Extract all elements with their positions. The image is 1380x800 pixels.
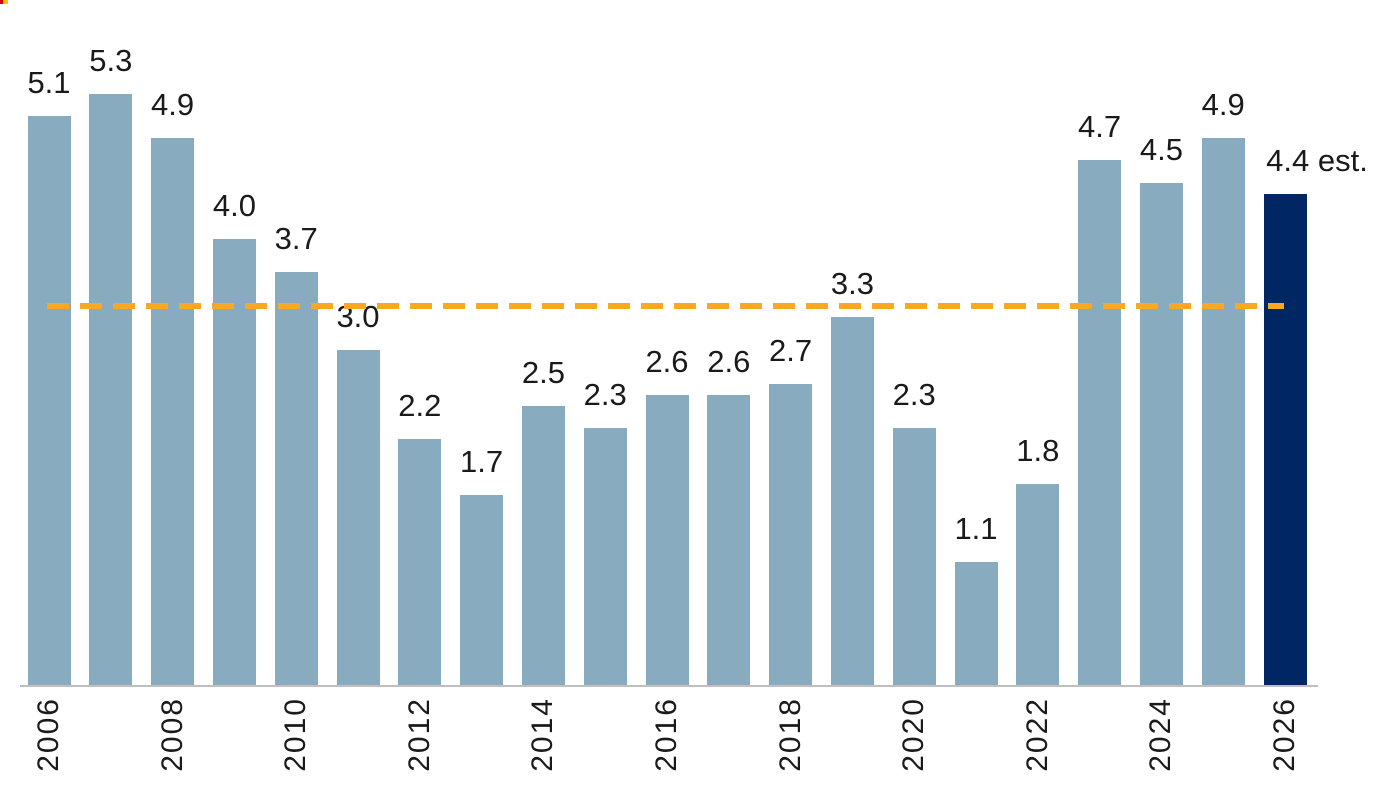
bar-value-label-2014: 2.5	[521, 355, 565, 390]
bar-value-label-2008: 4.9	[151, 87, 195, 122]
bar-value-label-2021: 1.1	[954, 511, 998, 546]
x-axis-label-2006: 2006	[32, 697, 65, 772]
x-axis-label-2008: 2008	[155, 697, 189, 772]
x-axis-label-2024: 2024	[1144, 697, 1178, 772]
x-axis-label-2010: 2010	[279, 697, 313, 772]
bar-2013	[460, 495, 504, 685]
bar-value-label-2012: 2.2	[398, 388, 442, 423]
bar-value-label-2026: 4.4 est.	[1266, 143, 1368, 178]
bar-2020	[892, 428, 936, 685]
bar-value-label-2010: 3.7	[274, 221, 318, 256]
bar-2023	[1078, 160, 1122, 685]
bar-value-label-2019: 3.3	[830, 266, 874, 301]
bar-value-label-2020: 2.3	[892, 377, 936, 412]
x-axis-label-2022: 2022	[1020, 697, 1054, 772]
bar-2022	[1016, 484, 1060, 685]
bar-2017	[707, 395, 751, 685]
bar-2009	[212, 239, 256, 685]
x-axis-line	[20, 685, 1318, 687]
bar-2026	[1263, 194, 1307, 685]
bar-value-label-2009: 4.0	[212, 188, 256, 223]
bar-2016	[645, 395, 689, 685]
bar-2006	[27, 116, 71, 685]
bar-value-label-2016: 2.6	[645, 344, 689, 379]
bar-2025	[1201, 138, 1245, 685]
x-axis-label-2018: 2018	[773, 697, 807, 772]
bar-value-label-2018: 2.7	[769, 333, 813, 368]
bar-value-label-2007: 5.3	[89, 43, 133, 78]
bar-2008	[151, 138, 195, 685]
logo-fragment-yellow	[3, 0, 8, 4]
x-axis-label-2014: 2014	[526, 697, 560, 772]
bar-value-label-2017: 2.6	[707, 344, 751, 379]
bar-2007	[89, 94, 133, 685]
bar-value-label-2024: 4.5	[1139, 132, 1183, 167]
bar-2011	[336, 350, 380, 685]
x-axis-label-2012: 2012	[402, 697, 436, 772]
bar-2019	[830, 317, 874, 685]
bar-2018	[769, 384, 813, 685]
bar-value-label-2013: 1.7	[460, 444, 504, 479]
bar-value-label-2023: 4.7	[1078, 109, 1122, 144]
x-axis-label-2020: 2020	[897, 697, 931, 772]
bar-value-label-2025: 4.9	[1201, 87, 1245, 122]
bar-value-label-2022: 1.8	[1016, 433, 1060, 468]
bar-2010	[274, 272, 318, 685]
logo-fragment-red	[0, 0, 3, 4]
logo-fragment	[0, 0, 8, 4]
bar-2021	[954, 562, 998, 685]
bar-2012	[398, 439, 442, 685]
x-axis-label-2016: 2016	[650, 697, 683, 772]
bar-2024	[1139, 183, 1183, 685]
bar-value-label-2006: 5.1	[27, 65, 71, 100]
x-axis-label-2026: 2026	[1268, 697, 1301, 772]
bar-value-label-2015: 2.3	[583, 377, 627, 412]
reference-dashed-line	[47, 303, 1284, 309]
bar-2015	[583, 428, 627, 685]
bar-2014	[521, 406, 565, 685]
